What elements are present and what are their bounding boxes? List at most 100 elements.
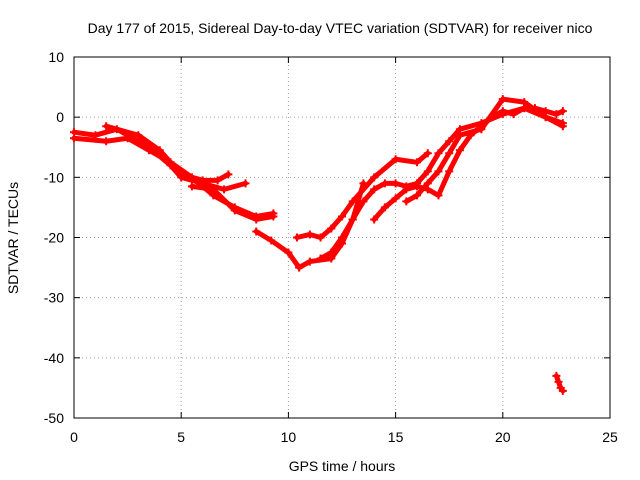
data-point-marker — [391, 179, 400, 188]
data-point-marker — [498, 107, 507, 116]
y-tick-label: -20 — [44, 230, 64, 246]
y-tick-label: -10 — [44, 169, 64, 185]
data-point-marker — [434, 191, 443, 200]
data-point-marker — [370, 215, 379, 224]
x-tick-label: 25 — [602, 429, 618, 445]
data-point-marker — [413, 191, 422, 200]
data-point-marker — [241, 179, 250, 188]
data-point-marker — [391, 194, 400, 203]
series-sat-f — [292, 149, 432, 242]
axis-ticks: 0 5 10 15 20 25 10 0 -10 -20 -30 -40 -50 — [44, 49, 618, 445]
data-point-marker — [455, 146, 464, 155]
data-point-marker — [380, 179, 389, 188]
data-point-marker — [348, 197, 357, 206]
data-point-marker — [558, 107, 567, 116]
data-point-marker — [370, 173, 379, 182]
data-point-marker — [102, 122, 111, 131]
data-point-marker — [145, 146, 154, 155]
series-sat-j — [552, 371, 567, 395]
series-line — [553, 373, 566, 394]
data-point-marker — [370, 185, 379, 194]
data-point-marker — [445, 137, 454, 146]
x-tick-label: 15 — [388, 429, 404, 445]
y-tick-label: 10 — [48, 49, 64, 65]
data-point-marker — [413, 158, 422, 167]
data-point-marker — [423, 149, 432, 158]
data-point-marker — [209, 185, 218, 194]
data-point-marker — [338, 212, 346, 221]
data-point-marker — [380, 203, 389, 212]
data-point-marker — [305, 257, 314, 266]
data-point-marker — [327, 224, 336, 233]
data-point-marker — [552, 110, 561, 119]
x-tick-label: 0 — [70, 429, 78, 445]
data-point-marker — [292, 233, 301, 242]
y-axis-label: SDTVAR / TECUs — [5, 182, 21, 294]
series-sat-h — [370, 104, 567, 224]
data-point-marker — [252, 215, 261, 224]
data-point-marker — [316, 233, 325, 242]
series-sat-d — [187, 182, 278, 224]
series-line — [294, 150, 431, 240]
data-point-marker — [477, 125, 486, 134]
series-layer — [70, 95, 567, 395]
data-point-marker — [348, 215, 357, 224]
data-point-marker — [327, 248, 336, 257]
data-point-marker — [295, 263, 304, 272]
data-point-marker — [554, 377, 563, 386]
data-point-marker — [423, 167, 432, 176]
data-point-marker — [552, 371, 561, 380]
data-point-marker — [338, 233, 346, 242]
data-point-marker — [224, 170, 233, 179]
data-point-marker — [177, 170, 186, 179]
series-line — [71, 135, 276, 219]
data-point-marker — [455, 131, 464, 140]
data-point-marker — [155, 146, 164, 155]
data-point-marker — [434, 149, 443, 158]
data-point-marker — [198, 176, 207, 185]
data-point-marker — [434, 167, 443, 176]
data-point-marker — [269, 212, 278, 221]
x-tick-label: 5 — [177, 429, 185, 445]
data-point-marker — [213, 176, 222, 185]
data-point-marker — [316, 254, 325, 263]
data-point-marker — [445, 167, 454, 176]
x-tick-label: 20 — [495, 429, 511, 445]
data-point-marker — [134, 131, 143, 140]
series-sat-i — [402, 95, 567, 206]
data-point-marker — [520, 98, 529, 107]
data-point-marker — [70, 134, 78, 143]
data-point-marker — [220, 185, 229, 194]
data-point-marker — [391, 155, 400, 164]
y-tick-label: -30 — [44, 290, 64, 306]
data-point-marker — [402, 185, 411, 194]
data-point-marker — [413, 182, 422, 191]
data-point-marker — [558, 122, 567, 131]
data-point-marker — [541, 113, 550, 122]
series-sat-a — [70, 125, 250, 194]
data-point-marker — [252, 227, 261, 236]
y-tick-label: -40 — [44, 350, 64, 366]
series-sat-c — [102, 122, 233, 185]
y-tick-label: 0 — [56, 109, 64, 125]
x-tick-label: 10 — [281, 429, 297, 445]
y-tick-label: -50 — [44, 410, 64, 426]
data-point-marker — [102, 137, 111, 146]
data-point-marker — [123, 134, 132, 143]
data-point-marker — [445, 149, 454, 158]
data-point-marker — [267, 236, 276, 245]
data-point-marker — [305, 230, 314, 239]
data-point-marker — [402, 197, 411, 206]
data-point-marker — [230, 206, 239, 215]
data-point-marker — [498, 95, 507, 104]
data-point-marker — [509, 110, 518, 119]
series-line — [403, 96, 566, 204]
data-point-marker — [284, 248, 293, 257]
data-point-marker — [359, 197, 368, 206]
chart-title: Day 177 of 2015, Sidereal Day-to-day VTE… — [88, 20, 593, 36]
data-point-marker — [558, 386, 567, 395]
data-point-marker — [187, 182, 196, 191]
x-axis-label: GPS time / hours — [289, 458, 396, 474]
data-point-marker — [423, 179, 432, 188]
